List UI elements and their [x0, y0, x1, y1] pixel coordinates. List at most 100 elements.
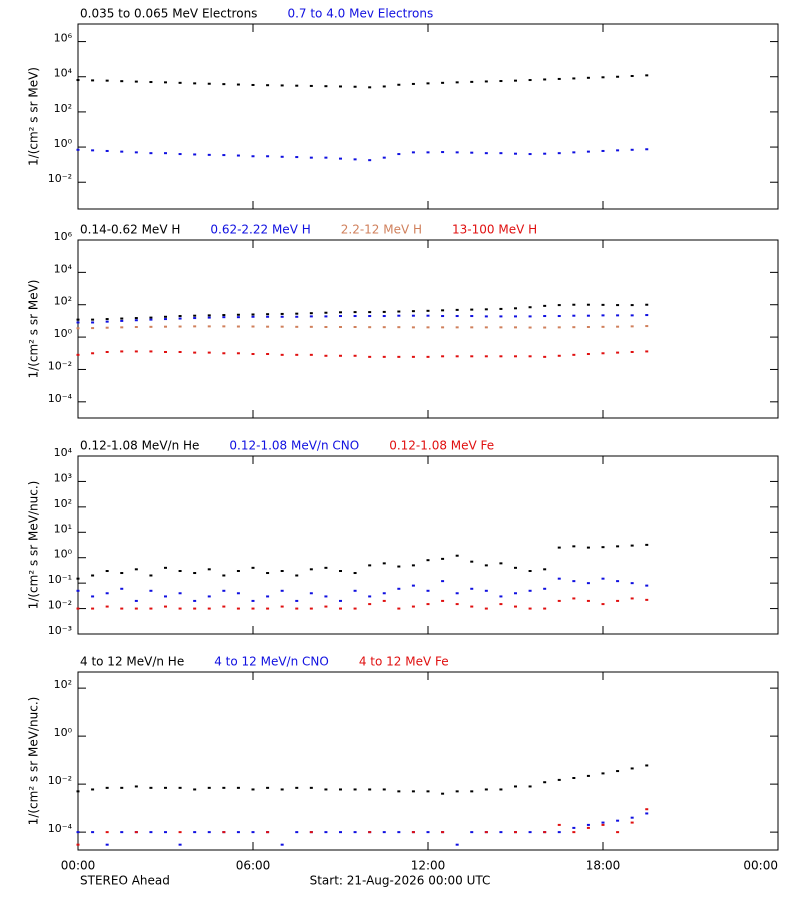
data-point	[411, 355, 415, 358]
y-axis-label: 1/(cm² s sr MeV)	[27, 280, 41, 379]
data-point	[484, 607, 488, 610]
data-point	[149, 316, 153, 319]
data-point	[543, 587, 547, 590]
data-point	[193, 572, 197, 575]
data-point	[266, 595, 270, 598]
data-point	[645, 303, 649, 306]
data-point	[105, 320, 109, 323]
data-point	[149, 152, 153, 155]
data-point	[120, 319, 124, 322]
data-point	[164, 318, 167, 321]
data-point	[397, 314, 401, 317]
data-point	[586, 326, 590, 329]
data-point	[616, 149, 620, 152]
data-point	[616, 770, 620, 773]
data-point	[178, 317, 182, 320]
data-point	[353, 831, 357, 834]
data-point	[470, 831, 474, 834]
legend-entry: 0.12-1.08 MeV Fe	[389, 439, 494, 453]
data-point	[251, 315, 255, 318]
data-point	[309, 312, 313, 315]
data-point	[339, 599, 342, 602]
data-point	[484, 152, 488, 155]
data-point	[397, 153, 401, 156]
data-point	[499, 307, 503, 310]
data-point	[76, 790, 80, 793]
data-point	[499, 595, 503, 598]
data-point	[222, 83, 226, 86]
data-point	[251, 566, 255, 569]
data-point	[441, 326, 445, 329]
y-tick-label: 10⁴	[54, 67, 73, 80]
data-point	[572, 303, 576, 306]
data-point	[134, 326, 138, 329]
data-point	[616, 75, 620, 78]
data-point	[368, 595, 372, 598]
data-point	[499, 80, 503, 83]
data-point	[426, 559, 430, 562]
data-point	[543, 568, 547, 571]
data-point	[222, 831, 226, 834]
data-point	[455, 554, 459, 557]
data-point	[251, 313, 255, 316]
data-point	[484, 788, 488, 791]
data-point	[543, 355, 547, 358]
data-point	[470, 790, 474, 793]
data-point	[630, 350, 634, 353]
data-point	[499, 603, 503, 606]
data-point	[149, 607, 153, 610]
x-tick-label: 12:00	[411, 859, 446, 873]
data-point	[134, 350, 138, 353]
data-point	[236, 592, 240, 595]
data-point	[426, 82, 430, 85]
data-point	[309, 568, 313, 571]
data-point	[353, 326, 357, 329]
data-point	[222, 314, 226, 317]
data-point	[295, 607, 299, 610]
data-point	[616, 599, 620, 602]
data-point	[193, 314, 197, 317]
data-point	[528, 326, 532, 329]
data-point	[91, 595, 95, 598]
data-point	[251, 155, 255, 158]
data-point	[324, 788, 328, 791]
data-point	[616, 831, 620, 834]
data-point	[353, 607, 357, 610]
data-point	[120, 786, 124, 789]
data-point	[178, 831, 182, 834]
data-point	[339, 315, 342, 318]
data-point	[164, 605, 167, 608]
data-point	[601, 772, 605, 775]
data-point	[339, 607, 342, 610]
data-point	[514, 355, 517, 358]
data-point	[426, 326, 430, 329]
data-point	[164, 786, 167, 789]
y-tick-label: 10¹	[54, 522, 72, 535]
data-point	[397, 831, 401, 834]
data-point	[178, 570, 182, 573]
data-point	[455, 843, 459, 846]
data-point	[222, 352, 226, 355]
data-point	[484, 326, 488, 329]
data-point	[543, 781, 547, 784]
data-point	[411, 584, 415, 587]
data-point	[222, 589, 226, 592]
data-point	[543, 315, 547, 318]
legend-entry: 4 to 12 MeV Fe	[359, 655, 449, 669]
data-point	[134, 607, 138, 610]
data-point	[266, 831, 270, 834]
data-point	[295, 831, 299, 834]
data-point	[499, 831, 503, 834]
data-point	[382, 326, 386, 329]
data-point	[207, 786, 211, 789]
data-point	[134, 319, 138, 322]
y-tick-label: 10³	[54, 471, 72, 484]
data-point	[295, 574, 299, 577]
y-tick-label: 10⁴	[54, 262, 73, 275]
data-point	[164, 831, 167, 834]
data-point	[280, 605, 284, 608]
data-point	[164, 315, 167, 318]
data-point	[484, 308, 488, 311]
y-axis-label: 1/(cm² s sr MeV)	[27, 67, 41, 166]
data-point	[645, 812, 649, 815]
